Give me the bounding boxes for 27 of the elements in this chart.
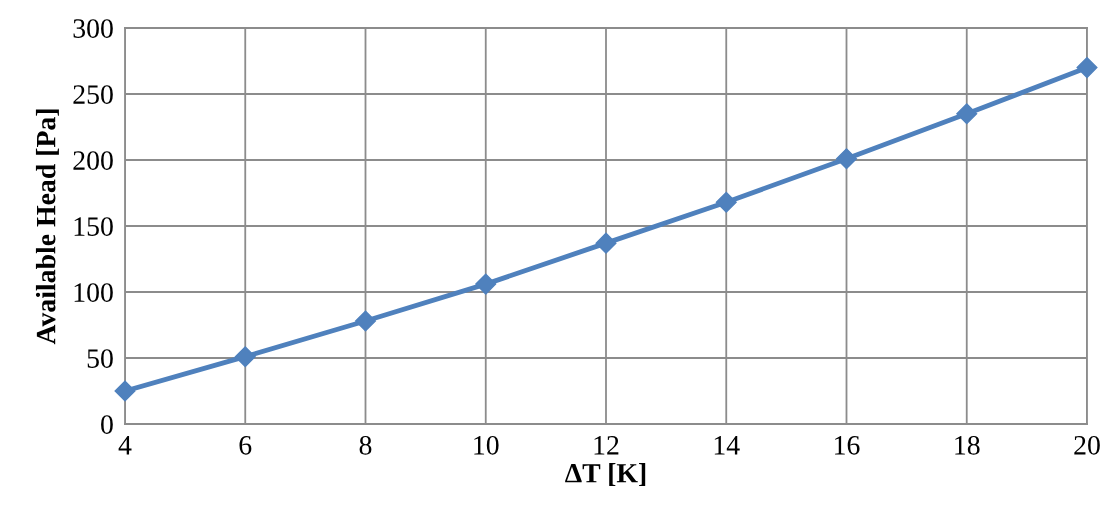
y-tick-label: 150 [74,217,113,236]
y-tick-label: 100 [74,283,113,302]
point [114,380,136,402]
x-tick-label: 14 [714,436,740,455]
point [595,232,617,254]
x-tick-label: 20 [1074,435,1100,455]
point [354,310,377,332]
x-tick-label: 8 [359,435,372,455]
y-tick-label: 0 [101,415,113,434]
x-tick-label: 16 [835,435,860,455]
y-tick-label: 250 [73,85,113,104]
point [234,346,256,368]
point [715,191,737,213]
x-tick-label: 10 [474,435,499,455]
point [835,148,858,170]
point [1076,57,1098,79]
x-tick-label: 4 [118,436,132,455]
x-tick-label: 18 [955,435,980,455]
y-tick-label: 200 [73,151,113,170]
x-tick-label: 6 [239,435,252,455]
x-tick-label: 12 [594,435,619,455]
y-tick-label: 300 [73,19,113,38]
y-tick-label: 50 [87,349,113,368]
point [475,273,497,295]
x-axis-title: ΔT [K] [565,463,646,487]
point [956,103,978,125]
y-axis-title: Available Head [Pa] [35,109,59,345]
